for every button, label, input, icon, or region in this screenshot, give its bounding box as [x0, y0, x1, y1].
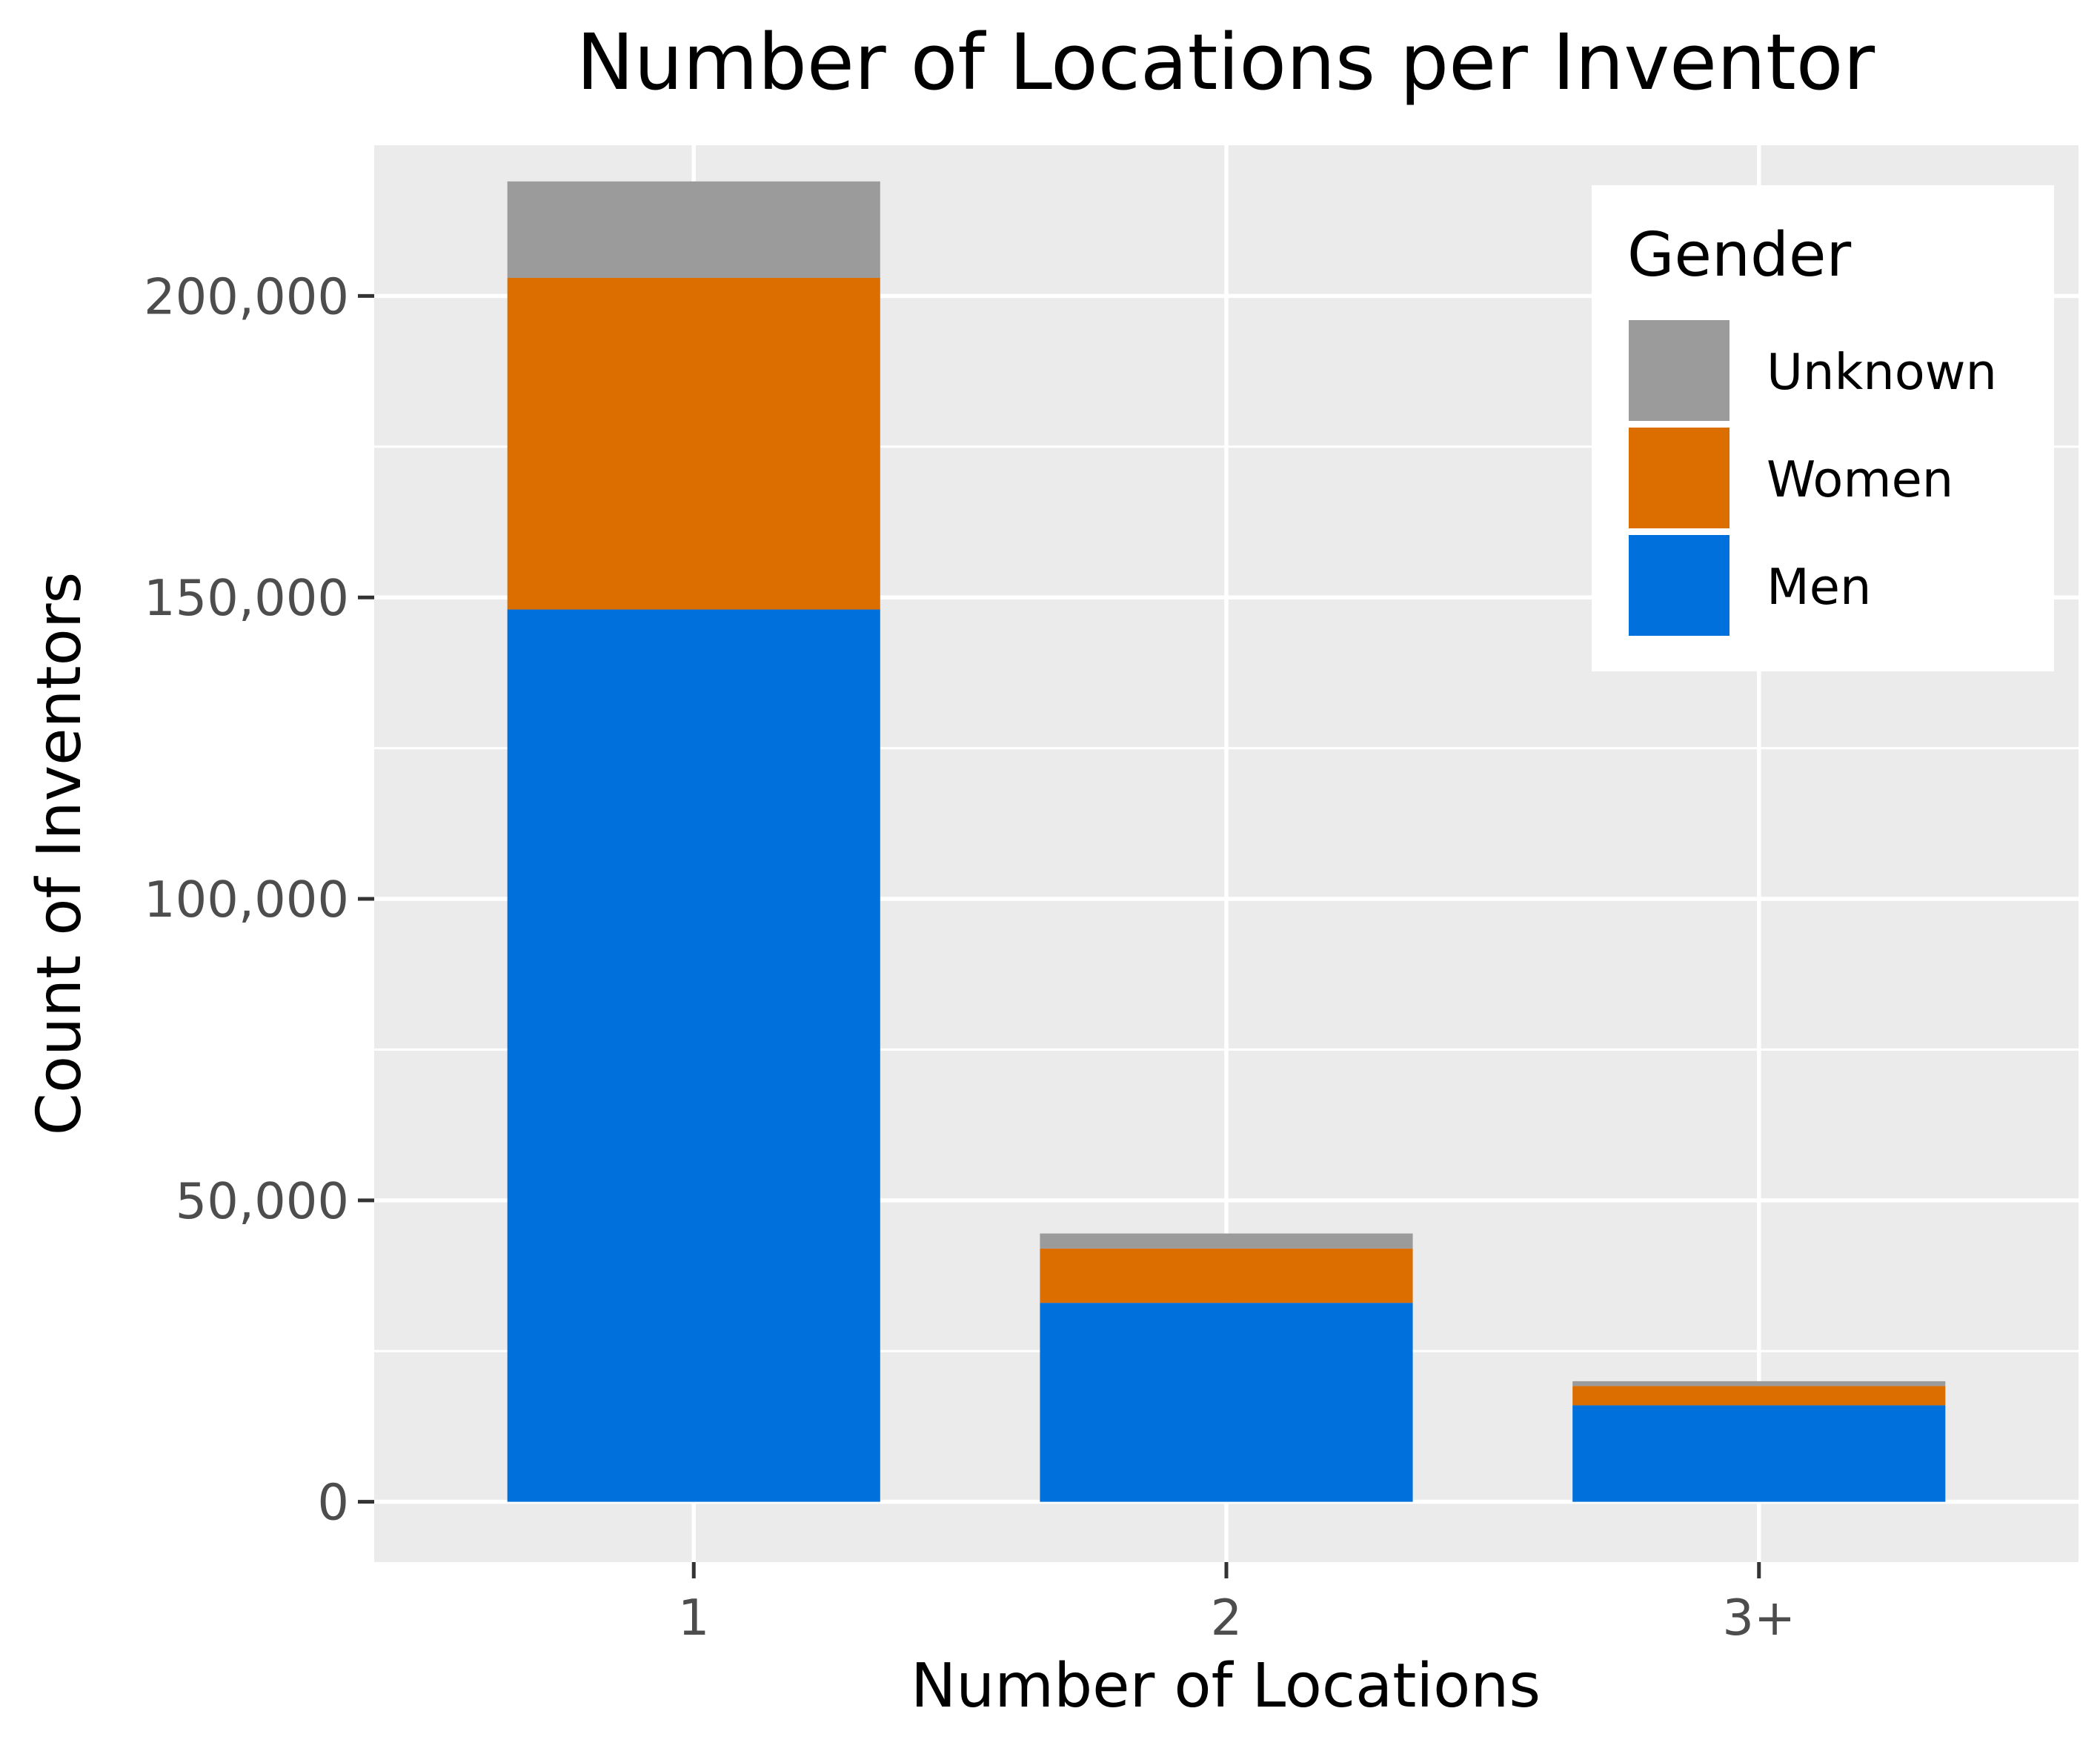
bar-men-1 [507, 609, 880, 1502]
legend: Gender Unknown Women Men [1592, 185, 2054, 671]
y-tick-label: 50,000 [176, 1172, 349, 1230]
bar-men-3+ [1572, 1405, 1946, 1502]
y-tick-label: 200,000 [144, 268, 349, 325]
bar-women-3+ [1572, 1386, 1946, 1406]
x-axis: 1 2 3+ [678, 1562, 1795, 1647]
legend-label-unknown: Unknown [1767, 343, 1997, 401]
y-tick-label: 100,000 [144, 871, 349, 929]
x-tick-label: 3+ [1722, 1589, 1795, 1647]
y-axis-title: Count of Inventors [24, 572, 95, 1136]
chart-title: Number of Locations per Inventor [576, 17, 1875, 107]
legend-key-unknown [1629, 320, 1729, 421]
bar-women-2 [1040, 1248, 1413, 1303]
legend-title: Gender [1627, 220, 1851, 290]
bar-unknown-1 [507, 181, 880, 278]
bar-men-2 [1040, 1303, 1413, 1502]
bar-unknown-2 [1040, 1233, 1413, 1249]
legend-label-men: Men [1767, 558, 1872, 616]
legend-key-men [1629, 535, 1729, 636]
x-tick-label: 1 [678, 1589, 710, 1647]
x-tick-label: 2 [1211, 1589, 1243, 1647]
legend-key-women [1629, 428, 1729, 528]
bar-unknown-3+ [1572, 1381, 1946, 1386]
y-tick-label: 0 [317, 1474, 349, 1532]
legend-label-women: Women [1767, 451, 1953, 508]
y-tick-label: 150,000 [144, 569, 349, 627]
x-axis-title: Number of Locations [911, 1651, 1541, 1721]
bar-women-1 [507, 277, 880, 610]
y-axis: 0 50,000 100,000 150,000 200,000 [144, 268, 374, 1532]
bars [507, 181, 1946, 1502]
